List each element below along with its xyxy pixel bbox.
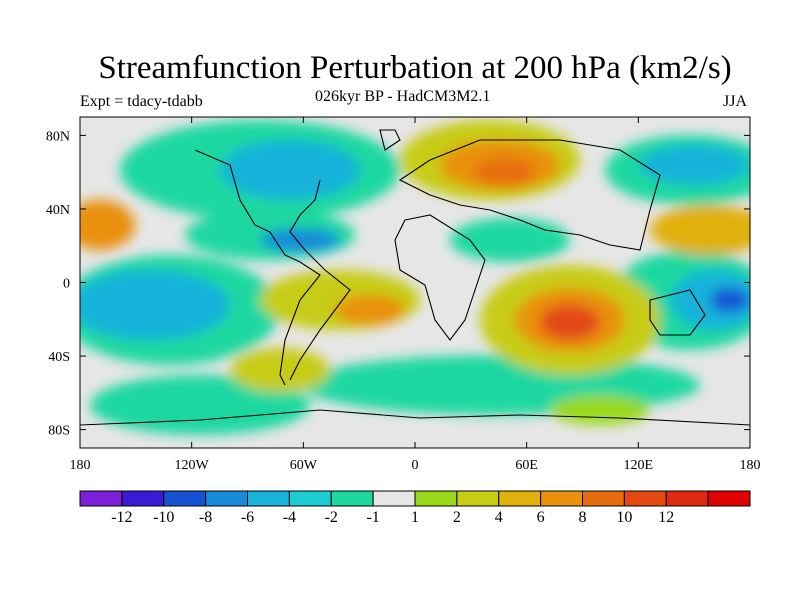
colorbar-label: 12 xyxy=(658,509,674,526)
colorbar-box xyxy=(79,490,123,507)
pos-region xyxy=(650,205,750,255)
colorbar-label: -4 xyxy=(283,509,296,526)
colorbar-box xyxy=(540,490,583,507)
americas-coast-west xyxy=(194,149,321,386)
colorbar-box xyxy=(456,490,500,507)
colorbar-box xyxy=(121,490,165,507)
australia-coast xyxy=(649,289,706,336)
pos-region xyxy=(540,304,600,340)
colorbar-box xyxy=(498,490,542,507)
colorbar: -12 -10 -8 -6 -4 -2 -1 1 2 4 6 8 10 12 xyxy=(79,490,751,526)
axis-labels: 80N 40N 0 40S 80S 180 120W 60W 0 60E 120E 180 xyxy=(46,129,761,473)
neg-region xyxy=(80,270,230,340)
lon-tick-label: 180 xyxy=(740,458,761,473)
greenland-coast xyxy=(379,129,401,151)
colorbar-box xyxy=(330,490,374,507)
neg-region xyxy=(640,145,750,185)
pos-region xyxy=(550,395,650,425)
pos-region xyxy=(335,295,405,325)
lon-tick-label: 60W xyxy=(290,458,318,473)
lat-tick-label: 80N xyxy=(46,129,70,144)
colorbar-label: 4 xyxy=(495,509,503,526)
eurasia-coast xyxy=(398,139,661,251)
colorbar-label: -8 xyxy=(199,509,212,526)
lat-tick-label: 40N xyxy=(46,203,70,218)
colorbar-label: -10 xyxy=(153,509,174,526)
colorbar-label: 10 xyxy=(616,509,632,526)
pos-region xyxy=(80,200,135,250)
colorbar-label: 8 xyxy=(579,509,587,526)
colorbar-box xyxy=(288,490,332,507)
colorbar-label: -2 xyxy=(325,509,338,526)
experiment-label: Expt = tdacy-tdabb xyxy=(80,93,203,110)
lat-tick-label: 0 xyxy=(63,277,70,292)
neg-region xyxy=(90,375,310,435)
colorbar-box xyxy=(623,490,667,507)
lon-tick-label: 60E xyxy=(515,458,538,473)
colorbar-label: 1 xyxy=(411,509,419,526)
neg-region xyxy=(220,140,360,200)
pos-region xyxy=(230,348,330,392)
colorbar-box xyxy=(163,490,207,507)
colorbar-label: 2 xyxy=(453,509,461,526)
coastlines xyxy=(80,129,750,426)
colorbar-box xyxy=(372,490,416,507)
lon-tick-label: 120W xyxy=(175,458,210,473)
lon-tick-label: 120E xyxy=(624,458,654,473)
period-model-label: 026kyr BP - HadCM3M2.1 xyxy=(315,88,491,105)
colorbar-box xyxy=(205,490,248,507)
lat-tick-label: 40S xyxy=(48,350,70,365)
colorbar-label: -6 xyxy=(241,509,254,526)
colorbar-label: 6 xyxy=(537,509,545,526)
africa-coast xyxy=(394,214,486,341)
colorbar-box xyxy=(247,490,290,507)
chart-title: Streamfunction Perturbation at 200 hPa (… xyxy=(98,50,732,86)
colorbar-label: -12 xyxy=(111,509,132,526)
lat-tick-label: 80S xyxy=(48,424,70,439)
lon-tick-label: 0 xyxy=(412,458,419,473)
neg-region xyxy=(260,228,340,252)
colorbar-label: -1 xyxy=(366,509,379,526)
axis-ticks xyxy=(79,117,751,448)
contour-field xyxy=(80,117,750,448)
americas-coast-east xyxy=(289,179,351,381)
lon-tick-label: 180 xyxy=(70,458,91,473)
season-label: JJA xyxy=(723,93,748,110)
antarctica-coast xyxy=(80,409,750,426)
neg-region xyxy=(710,288,750,312)
colorbar-box xyxy=(582,490,625,507)
colorbar-box xyxy=(665,490,709,507)
neg-region xyxy=(450,218,570,262)
colorbar-box xyxy=(707,490,751,507)
pos-region xyxy=(475,158,535,186)
colorbar-box xyxy=(414,490,458,507)
